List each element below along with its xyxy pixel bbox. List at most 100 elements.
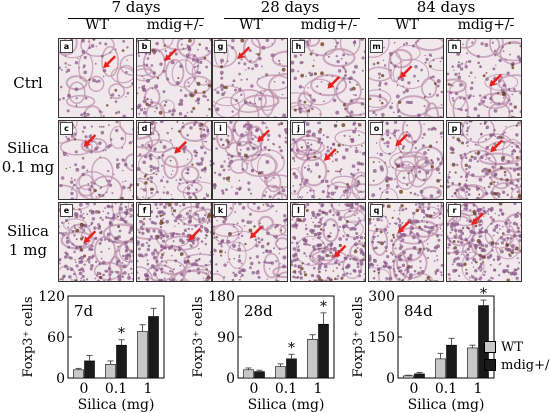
- panel-letter: e: [60, 204, 73, 217]
- bar-wt: [137, 331, 148, 379]
- y-tick-label: 0: [226, 371, 235, 387]
- bar-wt: [307, 338, 318, 379]
- micrograph-panel-l: l: [290, 202, 366, 282]
- micrograph-panel-o: o: [368, 120, 444, 200]
- bar-mdig: [116, 344, 127, 379]
- micrograph-panel-q: q: [368, 202, 444, 282]
- panel-letter: j: [292, 122, 305, 135]
- bar-wt: [403, 375, 414, 379]
- red-arrow-icon: [395, 133, 409, 147]
- micrograph-panel-c: c: [58, 120, 134, 200]
- column-title-28-days: 28 days: [260, 0, 320, 16]
- y-tick-label: 300: [368, 289, 395, 305]
- tissue-texture: [369, 121, 443, 199]
- micrograph-panel-h: h: [290, 38, 366, 118]
- red-arrow-icon: [103, 55, 117, 69]
- significance-asterisk: *: [320, 299, 327, 315]
- tissue-texture: [369, 39, 443, 117]
- panel-letter: i: [214, 122, 227, 135]
- column-title-7-days: 7 days: [111, 0, 161, 16]
- x-tick-label: 0.1: [275, 381, 297, 397]
- bar-mdig: [318, 323, 329, 379]
- bar-mdig: [446, 344, 457, 379]
- y-tick-label: 90: [217, 330, 235, 346]
- bar-mdig: [414, 373, 425, 379]
- bar-wt: [275, 366, 286, 379]
- legend: WT mdig+/-: [484, 338, 550, 374]
- legend-item-mdig: mdig+/-: [484, 356, 550, 374]
- x-tick-label: 0.1: [435, 381, 457, 397]
- micrograph-panel-j: j: [290, 120, 366, 200]
- panel-letter: p: [448, 122, 461, 135]
- micrograph-panel-k: k: [212, 202, 288, 282]
- y-tick-label: 180: [208, 289, 235, 305]
- red-arrow-icon: [164, 48, 178, 62]
- panel-letter: g: [214, 40, 227, 53]
- red-arrow-icon: [83, 134, 97, 147]
- x-tick-label: 0: [250, 381, 259, 397]
- subheader-wt: WT: [395, 17, 419, 33]
- row-label-silica-0-1: Silica 0.1 mg: [1, 139, 55, 176]
- tissue-texture: [369, 203, 443, 281]
- bar-mdig: [84, 360, 95, 379]
- x-tick-label: 1: [474, 381, 483, 397]
- red-arrow-icon: [399, 65, 413, 79]
- red-arrow-icon: [249, 225, 263, 239]
- red-arrow-icon: [257, 129, 270, 143]
- micrograph-panel-g: g: [212, 38, 288, 118]
- micrograph-panel-r: r: [446, 202, 522, 282]
- y-axis-label: Foxp3⁺ cells: [351, 296, 366, 377]
- legend-swatch-wt: [484, 341, 496, 353]
- chart-title: 28d: [244, 302, 273, 320]
- red-arrow-icon: [490, 139, 504, 153]
- red-arrow-icon: [333, 244, 347, 258]
- subheader-mdig: mdig+/-: [300, 17, 358, 33]
- bar-wt: [73, 369, 84, 379]
- micrograph-panel-a: a: [58, 38, 134, 118]
- x-tick-label: 1: [314, 381, 323, 397]
- micrograph-panel-d: d: [136, 120, 212, 200]
- panel-letter: b: [138, 40, 151, 53]
- x-axis-label: Silica (mg): [78, 397, 155, 413]
- bar-wt: [243, 369, 254, 379]
- red-arrow-icon: [471, 212, 485, 226]
- tissue-texture: [447, 121, 521, 199]
- column-underline: [224, 18, 360, 19]
- legend-label-wt: WT: [501, 339, 524, 355]
- y-tick-label: 120: [38, 289, 65, 305]
- x-tick-label: 1: [144, 381, 153, 397]
- panel-letter: f: [138, 204, 151, 217]
- panel-letter: k: [214, 204, 227, 217]
- x-axis-label: Silica (mg): [248, 397, 325, 413]
- micrograph-panel-i: i: [212, 120, 288, 200]
- panel-letter: r: [448, 204, 461, 217]
- tissue-texture: [291, 39, 365, 117]
- panel-letter: m: [370, 40, 383, 53]
- tissue-texture: [213, 203, 287, 281]
- x-tick-label: 0.1: [105, 381, 127, 397]
- chart-title: 84d: [404, 302, 433, 320]
- row-label-ctrl: Ctrl: [13, 74, 43, 92]
- subheader-wt: WT: [239, 17, 263, 33]
- subheader-mdig: mdig+/-: [146, 17, 204, 33]
- bar-wt: [435, 358, 446, 379]
- panel-letter: q: [370, 204, 383, 217]
- bar-mdig: [254, 371, 265, 379]
- tissue-texture: [59, 39, 133, 117]
- panel-letter: d: [138, 122, 151, 135]
- panel-letter: c: [60, 122, 73, 135]
- panel-letter: l: [292, 204, 305, 217]
- y-axis-label: Foxp3⁺ cells: [191, 296, 206, 377]
- panel-letter: o: [370, 122, 383, 135]
- bar-wt: [105, 364, 116, 379]
- tissue-texture: [213, 121, 287, 199]
- red-arrow-icon: [397, 220, 411, 234]
- tissue-texture: [137, 39, 211, 117]
- panel-letter: h: [292, 40, 305, 53]
- red-arrow-icon: [237, 46, 251, 60]
- red-arrow-icon: [174, 140, 188, 154]
- y-axis-label: Foxp3⁺ cells: [21, 296, 36, 377]
